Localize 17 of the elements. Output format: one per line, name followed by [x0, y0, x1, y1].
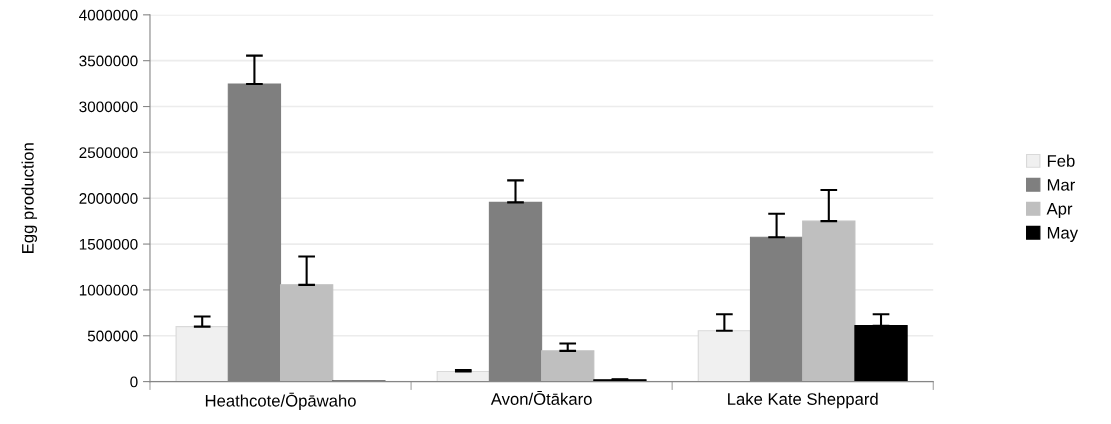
legend-label: Apr — [1046, 203, 1073, 219]
x-tick-label: Avon/Ōtākaro — [490, 391, 592, 405]
x-tick-label: Heathcote/Ōpāwaho — [205, 392, 356, 410]
y-tick-label: 3500000 — [79, 55, 138, 67]
y-tick-label: 0 — [130, 376, 138, 388]
legend-label: May — [1047, 227, 1079, 242]
y-tick-label: 4000000 — [79, 9, 138, 21]
legend-label: Mar — [1047, 179, 1075, 191]
y-tick-label: 1000000 — [79, 284, 138, 296]
x-tick-label: Lake Kate Sheppard — [728, 392, 878, 409]
y-tick-label: 2000000 — [79, 193, 138, 204]
y-tick-label: 3000000 — [79, 101, 138, 113]
y-tick-label: 1500000 — [79, 238, 138, 250]
y-axis-title: Egg production — [21, 143, 38, 253]
y-tick-label: 500000 — [87, 330, 138, 342]
legend-label: Feb — [1047, 154, 1075, 167]
y-tick-label: 2500000 — [79, 147, 138, 159]
